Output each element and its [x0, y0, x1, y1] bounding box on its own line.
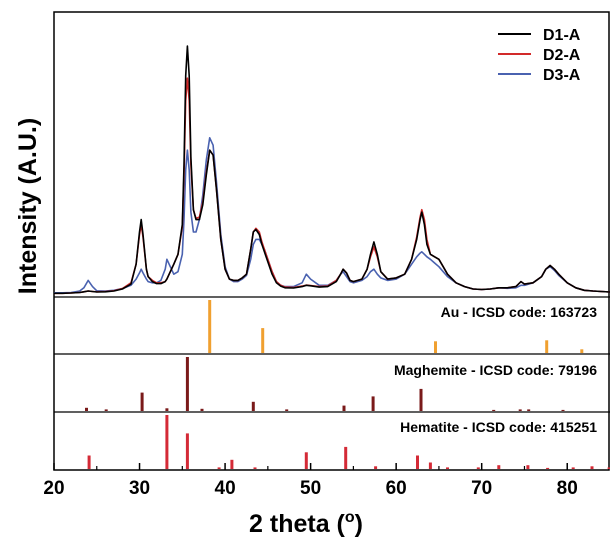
x-tick-label: 30 — [129, 478, 150, 499]
reference-peak — [476, 467, 480, 469]
legend-label: D1-A — [543, 27, 581, 44]
reference-peak — [165, 415, 169, 469]
reference-peak — [580, 349, 584, 353]
reference-peak — [545, 340, 549, 353]
reference-peak — [185, 433, 189, 469]
reference-peak — [446, 467, 449, 469]
x-axis-label: 2 theta (o) — [249, 509, 363, 538]
reference-peak — [165, 408, 169, 411]
x-tick-label: 80 — [557, 478, 578, 499]
reference-peak — [217, 467, 221, 469]
legend-label: D3-A — [543, 67, 581, 84]
reference-peak — [371, 396, 375, 411]
reference-peak — [261, 328, 265, 353]
reference-label: Hematite - ICSD code: 415251 — [400, 419, 597, 435]
reference-label: Au - ICSD code: 163723 — [441, 304, 598, 320]
reference-peak — [285, 409, 289, 411]
reference-peak — [253, 467, 257, 469]
reference-peak — [304, 452, 308, 469]
reference-peak — [590, 466, 594, 469]
y-axis-label: Intensity (A.U.) — [14, 118, 42, 294]
reference-peak — [571, 467, 575, 469]
reference-peak — [230, 459, 234, 469]
reference-peak — [518, 409, 522, 411]
reference-peak — [492, 409, 496, 411]
reference-peak — [85, 407, 88, 411]
reference-peak — [342, 405, 346, 411]
reference-peak — [434, 341, 437, 353]
x-tick-label: 70 — [471, 478, 492, 499]
reference-peak — [561, 409, 565, 411]
series-line-d2-a — [54, 77, 610, 295]
x-tick-label: 50 — [300, 478, 321, 499]
reference-peak — [546, 467, 550, 469]
x-tick-label: 40 — [215, 478, 236, 499]
reference-peak — [200, 408, 204, 411]
reference-label: Maghemite - ICSD code: 79196 — [394, 362, 597, 378]
reference-peak — [185, 357, 189, 411]
reference-peak — [419, 388, 423, 411]
reference-peak — [344, 446, 348, 469]
reference-peak — [526, 465, 530, 469]
reference-peak — [374, 466, 378, 469]
x-tick-label: 20 — [43, 478, 64, 499]
reference-peak — [428, 462, 432, 469]
legend-label: D2-A — [543, 47, 581, 64]
reference-peak — [208, 300, 212, 353]
reference-peak — [87, 455, 91, 469]
series-line-d3-a — [54, 137, 610, 294]
x-tick-label: 60 — [386, 478, 407, 499]
reference-peak — [104, 409, 108, 411]
reference-peak — [416, 455, 419, 469]
reference-peak — [527, 409, 531, 411]
plot-frame — [53, 11, 610, 471]
series-line-d1-a — [54, 45, 610, 295]
reference-peak — [607, 467, 610, 469]
reference-peak — [251, 401, 255, 411]
reference-peak — [497, 465, 501, 469]
plot-layer: 20 30 40 50 60 70 80 D1-A D2-A D3-A Au - ICSD code… — [43, 11, 610, 499]
reference-peak — [140, 392, 144, 411]
